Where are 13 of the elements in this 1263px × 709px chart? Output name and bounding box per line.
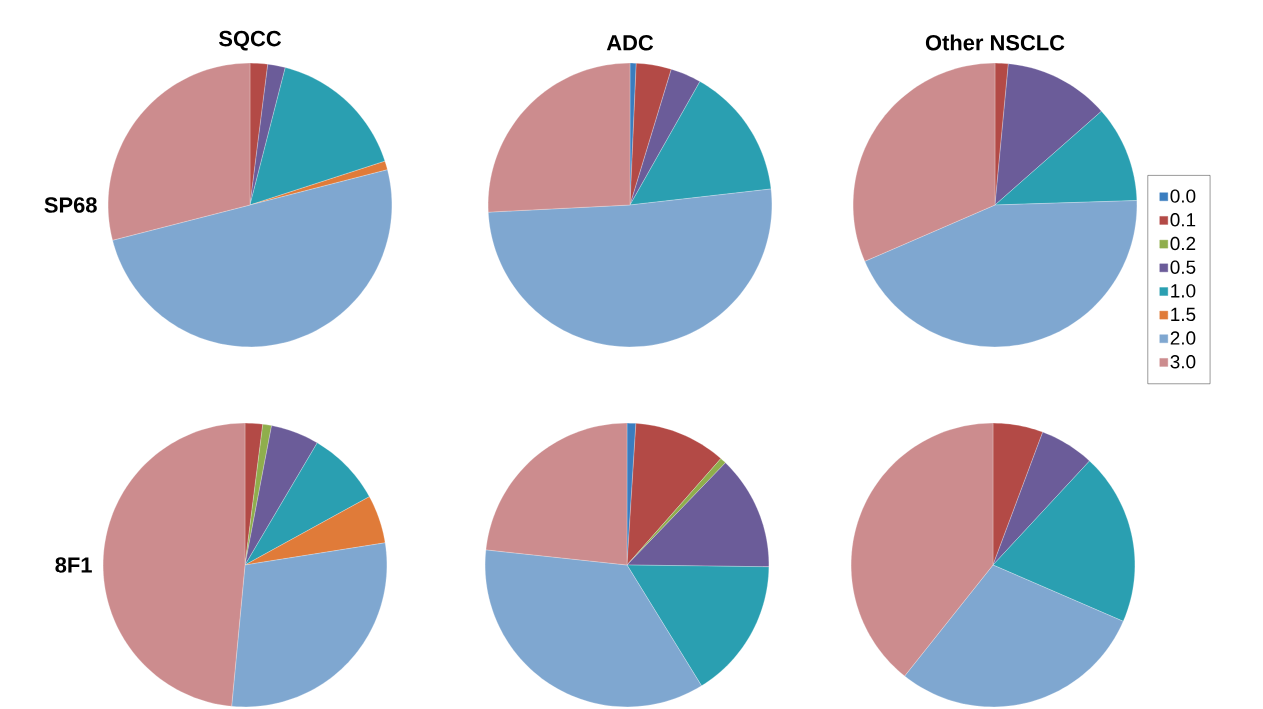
legend-label: 0.1 (1170, 213, 1196, 227)
chart-title: ADC (606, 34, 654, 51)
chart-title: SQCC (218, 30, 282, 51)
legend-label: 0.0 (1170, 189, 1196, 203)
legend-label: 2.0 (1170, 331, 1196, 345)
chart-title: Other NSCLC (925, 34, 1065, 51)
text: SP68 (44, 197, 97, 213)
legend-label: 1.5 (1171, 307, 1196, 322)
legend-label: 1.0 (1171, 284, 1196, 298)
text: 8F1 (55, 557, 92, 573)
legend-label: 3.0 (1170, 355, 1196, 369)
legend-label: 0.2 (1170, 236, 1196, 251)
legend-label: 0.5 (1170, 260, 1196, 274)
